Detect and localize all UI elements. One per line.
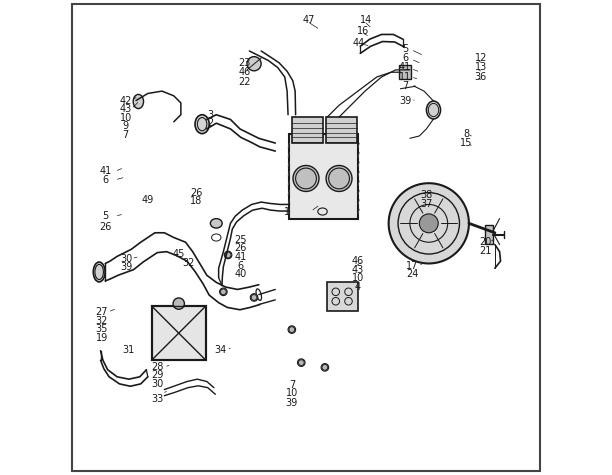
Text: 10: 10 (286, 389, 298, 399)
Text: 16: 16 (357, 26, 369, 36)
Text: 22: 22 (238, 76, 251, 86)
Text: 28: 28 (151, 362, 163, 372)
Text: 21: 21 (479, 246, 491, 256)
Text: 7: 7 (402, 81, 408, 91)
Text: 24: 24 (406, 269, 419, 279)
Ellipse shape (326, 165, 352, 191)
Bar (400, 65, 411, 79)
Text: 37: 37 (420, 200, 433, 209)
Text: 26: 26 (234, 243, 247, 253)
Text: 20: 20 (479, 237, 491, 247)
Text: 30: 30 (151, 379, 163, 389)
Text: 32: 32 (96, 315, 108, 325)
Ellipse shape (288, 326, 296, 333)
Text: 26: 26 (99, 222, 111, 232)
Ellipse shape (220, 288, 227, 295)
Text: 38: 38 (420, 190, 433, 200)
Ellipse shape (427, 101, 441, 119)
Ellipse shape (93, 262, 105, 282)
Text: 5: 5 (102, 211, 108, 221)
Text: 46: 46 (352, 256, 364, 266)
Text: 10: 10 (119, 113, 132, 123)
Text: 14: 14 (360, 15, 373, 25)
Text: 10: 10 (352, 273, 364, 283)
Ellipse shape (297, 359, 305, 366)
Ellipse shape (225, 251, 232, 259)
Text: 32: 32 (183, 258, 195, 268)
Text: 29: 29 (151, 370, 163, 380)
Circle shape (419, 214, 438, 233)
Text: 13: 13 (474, 63, 487, 73)
Text: 18: 18 (190, 196, 203, 206)
Text: 7: 7 (289, 380, 295, 390)
Text: 42: 42 (119, 95, 132, 105)
Ellipse shape (211, 218, 222, 228)
Text: 6: 6 (238, 261, 244, 271)
Text: 39: 39 (121, 262, 133, 272)
Text: 15: 15 (460, 138, 472, 148)
Text: 35: 35 (96, 324, 108, 334)
Text: 2: 2 (207, 118, 214, 128)
Bar (326, 117, 357, 143)
Text: 26: 26 (190, 188, 203, 198)
Text: 41: 41 (99, 166, 111, 176)
Bar (152, 306, 206, 360)
Text: 39: 39 (286, 398, 298, 408)
Text: 43: 43 (119, 104, 132, 114)
Text: 1: 1 (284, 207, 290, 217)
Ellipse shape (250, 294, 258, 301)
Bar (292, 117, 323, 143)
Bar (152, 306, 206, 360)
Text: 17: 17 (406, 261, 419, 271)
Text: 5: 5 (402, 44, 408, 54)
Text: 31: 31 (123, 345, 135, 355)
Text: 46: 46 (239, 67, 251, 77)
Circle shape (389, 183, 469, 264)
Text: 34: 34 (214, 345, 226, 355)
Text: 9: 9 (122, 121, 129, 131)
Ellipse shape (133, 95, 144, 109)
Text: 44: 44 (353, 38, 365, 48)
Text: 8: 8 (463, 129, 469, 139)
Text: 45: 45 (173, 249, 185, 259)
Text: 41: 41 (235, 252, 247, 262)
Ellipse shape (293, 165, 319, 191)
Text: 6: 6 (402, 53, 408, 63)
Bar (289, 133, 358, 218)
Text: 7: 7 (122, 130, 129, 140)
Text: 11: 11 (399, 72, 411, 82)
Bar (485, 225, 493, 244)
Text: 40: 40 (235, 269, 247, 279)
Text: 6: 6 (102, 175, 108, 185)
Text: 30: 30 (121, 254, 133, 264)
Ellipse shape (321, 363, 329, 371)
Text: 4: 4 (355, 282, 361, 292)
Ellipse shape (195, 115, 209, 133)
Bar (327, 282, 358, 311)
Text: 25: 25 (234, 235, 247, 245)
Circle shape (173, 298, 184, 309)
Text: 12: 12 (474, 53, 487, 63)
Text: 39: 39 (399, 95, 411, 105)
Circle shape (247, 57, 261, 71)
Text: 49: 49 (142, 195, 154, 205)
Text: 36: 36 (474, 72, 487, 82)
Text: 43: 43 (352, 265, 364, 275)
Text: 41: 41 (399, 63, 411, 73)
Text: 27: 27 (95, 307, 108, 317)
Text: 47: 47 (302, 15, 315, 25)
Text: 19: 19 (96, 332, 108, 342)
Text: 33: 33 (151, 394, 163, 404)
Text: 3: 3 (207, 110, 214, 120)
Text: 23: 23 (239, 58, 251, 68)
